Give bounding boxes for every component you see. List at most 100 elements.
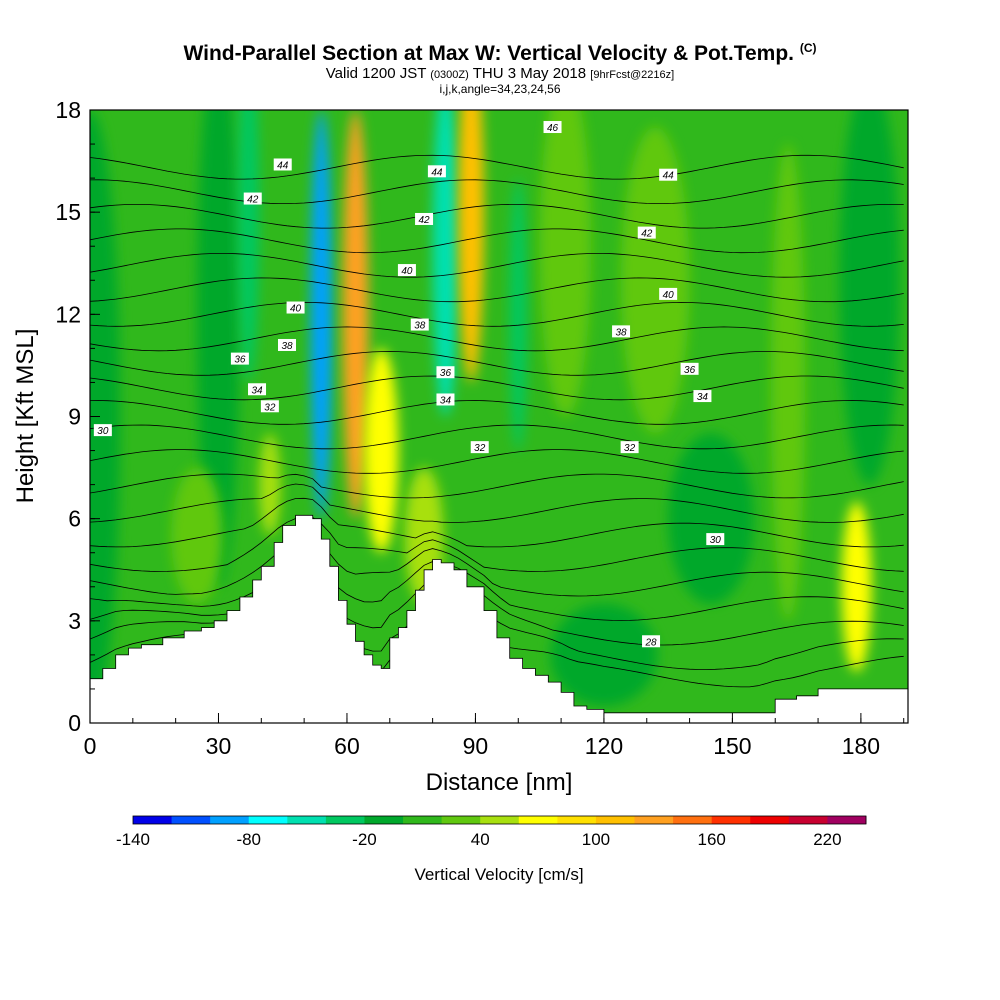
contour-label: 34 — [693, 390, 712, 403]
w-cell — [458, 110, 485, 383]
w-cell — [342, 110, 369, 519]
contour-label-text: 38 — [414, 321, 426, 332]
contour-label: 36 — [680, 362, 699, 376]
theta-contour — [90, 473, 904, 499]
contour-label: 38 — [612, 325, 631, 338]
contour-label: 32 — [470, 441, 489, 454]
contour-label-box — [543, 121, 562, 134]
terrain-mask — [90, 514, 908, 723]
contour-label-text: 38 — [615, 327, 627, 338]
chart-title: Wind-Parallel Section at Max W: Vertical… — [0, 36, 1000, 66]
theta-contour — [90, 154, 904, 180]
contour-label-box — [659, 168, 678, 181]
contour-label: 28 — [642, 635, 661, 648]
colorbar-tick-label: 220 — [813, 830, 841, 849]
colorbar-tick-label: -20 — [352, 830, 377, 849]
w-cell — [171, 467, 223, 604]
contour-label: 34 — [436, 393, 455, 406]
contour-label: 40 — [397, 264, 416, 277]
theta-contour — [90, 516, 904, 572]
contour-label-box — [680, 362, 699, 375]
valid-time-text: Valid 1200 JST — [325, 65, 427, 82]
contour-label-text: 36 — [234, 355, 246, 366]
contour-label-box — [637, 226, 656, 239]
contour-label: 34 — [248, 383, 267, 396]
contour-label-box — [427, 165, 446, 178]
x-tick-label: 30 — [206, 733, 232, 759]
contour-label-text: 36 — [684, 365, 696, 376]
title-block: Wind-Parallel Section at Max W: Vertical… — [0, 36, 1000, 96]
colorbar: -140 -80 -20 40 100 160 220 — [116, 815, 867, 849]
contour-label-text: 40 — [663, 290, 675, 301]
theta-contour — [90, 579, 904, 646]
x-axis-title: Distance [nm] — [426, 769, 573, 796]
x-tick-label: 180 — [842, 733, 880, 759]
theta-contour — [90, 301, 904, 327]
w-cell — [259, 433, 281, 536]
contour-label-text: 34 — [251, 385, 263, 396]
y-tick-label: 9 — [68, 404, 81, 430]
contour-label-box — [436, 366, 455, 379]
contour-label-text: 32 — [264, 402, 276, 413]
colorbar-tick-label: -140 — [116, 830, 150, 849]
contour-label: 42 — [243, 192, 262, 206]
contour-label-box — [415, 212, 434, 225]
theta-contour — [90, 400, 904, 425]
contour-label-text: 42 — [418, 215, 430, 226]
contour-label-text: 34 — [440, 395, 452, 406]
contour-labels: 3032343638404244444240383634324644424038… — [93, 121, 725, 648]
contour-label: 44 — [273, 158, 292, 171]
theta-contour — [90, 326, 904, 352]
contour-label-box — [248, 383, 267, 396]
theta-contour — [90, 424, 904, 450]
colorbar-tick-label: 160 — [697, 830, 725, 849]
colorbar-swatch — [595, 816, 636, 824]
theta-contour — [90, 497, 904, 548]
colorbar-tick-label: 100 — [582, 830, 610, 849]
colorbar-frame — [132, 815, 867, 825]
contour-label: 30 — [706, 533, 725, 546]
colorbar-swatch — [788, 816, 828, 824]
chart-title-mark: (C) — [799, 41, 817, 55]
contour-label-text: 36 — [440, 368, 452, 379]
w-cell — [841, 501, 872, 672]
x-tick-label: 90 — [463, 733, 489, 759]
contour-label-box — [659, 287, 678, 300]
theta-contour — [90, 561, 904, 621]
chart-subtitle: Valid 1200 JST (0300Z) THU 3 May 2018 [9… — [0, 66, 1000, 83]
contour-label-box — [230, 352, 249, 365]
contour-label: 42 — [637, 226, 656, 240]
y-axis-title: Height [Kft MSL] — [12, 329, 39, 504]
w-cell — [90, 110, 120, 723]
contour-label-text: 44 — [431, 167, 443, 178]
contour-label-box — [706, 533, 725, 546]
contour-label-text: 40 — [290, 304, 302, 315]
contour-label-text: 30 — [97, 426, 109, 437]
colorbar-swatch — [480, 816, 520, 824]
y-axis: 0 3 6 9 12 15 18 — [55, 97, 100, 736]
contour-label-text: 44 — [277, 160, 289, 171]
chart-title-text: Wind-Parallel Section at Max W: Vertical… — [183, 42, 794, 65]
contour-label: 46 — [543, 121, 562, 134]
contour-label: 38 — [278, 338, 297, 352]
valid-utc-text: (0300Z) — [430, 69, 469, 81]
plot-area: 3032343638404244444240383634324644424038… — [90, 110, 908, 723]
contour-label-box — [278, 338, 297, 351]
w-cell — [668, 433, 754, 604]
colorbar-swatch — [287, 816, 327, 824]
theta-contour — [90, 228, 904, 254]
vertical-velocity-field — [90, 110, 900, 723]
w-cell — [770, 144, 806, 621]
y-tick-label: 18 — [55, 97, 81, 123]
y-tick-label: 12 — [55, 301, 81, 327]
contour-label-text: 42 — [247, 195, 259, 206]
contour-label-box — [273, 158, 292, 171]
colorbar-swatch — [827, 816, 867, 824]
colorbar-swatch — [557, 816, 597, 824]
theta-contour — [90, 483, 904, 523]
theta-contour — [90, 375, 904, 401]
w-cell — [197, 110, 240, 587]
colorbar-swatch — [634, 816, 674, 824]
contour-label: 30 — [93, 424, 112, 437]
